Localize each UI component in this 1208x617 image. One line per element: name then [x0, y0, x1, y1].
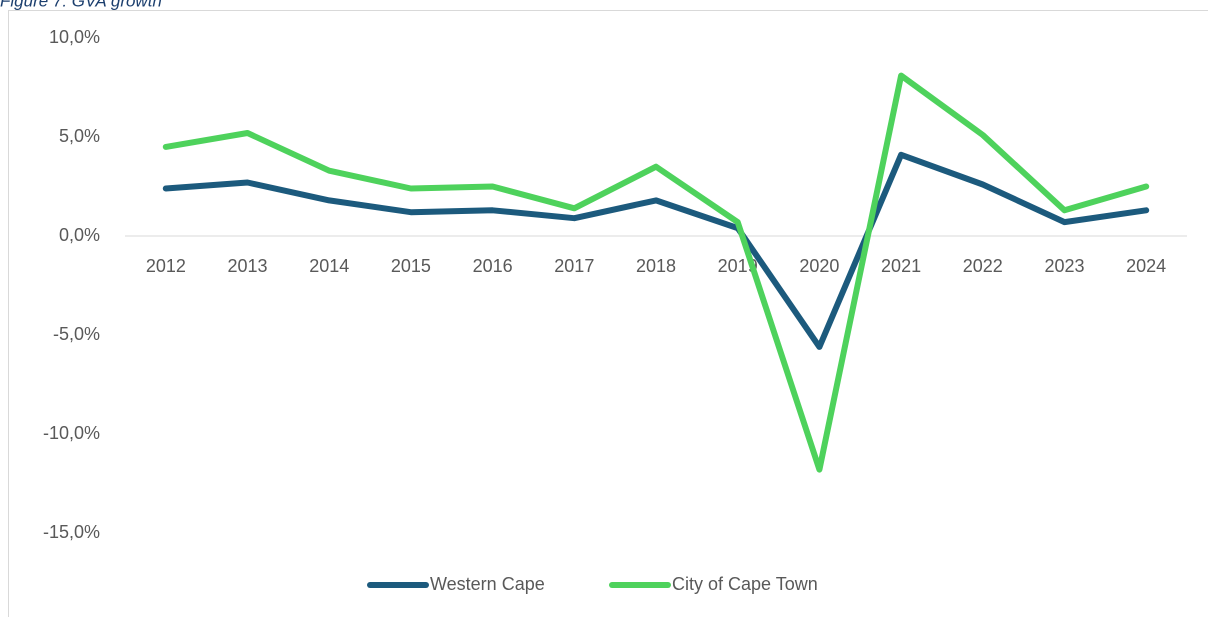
series-line — [162, 72, 1150, 473]
legend-label: City of Cape Town — [672, 574, 818, 594]
x-tick-label: 2013 — [228, 256, 268, 276]
x-tick-label: 2017 — [554, 256, 594, 276]
x-tick-label: 2018 — [636, 256, 676, 276]
x-tick-label: 2015 — [391, 256, 431, 276]
y-tick-label: 10,0% — [49, 27, 100, 47]
y-tick-label: 0,0% — [59, 225, 100, 245]
y-tick-label: -5,0% — [53, 324, 100, 344]
legend-label: Western Cape — [430, 574, 545, 594]
x-tick-label: 2021 — [881, 256, 921, 276]
y-tick-label: -15,0% — [43, 522, 100, 542]
chart-title: Figure 7: GVA growth — [0, 0, 162, 10]
x-tick-label: 2022 — [963, 256, 1003, 276]
x-tick-label: 2012 — [146, 256, 186, 276]
x-tick-label: 2014 — [309, 256, 349, 276]
y-tick-label: -10,0% — [43, 423, 100, 443]
series-line — [162, 151, 1150, 350]
x-tick-label: 2020 — [799, 256, 839, 276]
y-tick-label: 5,0% — [59, 126, 100, 146]
x-tick-label: 2023 — [1044, 256, 1084, 276]
x-tick-label: 2024 — [1126, 256, 1166, 276]
x-tick-label: 2016 — [473, 256, 513, 276]
